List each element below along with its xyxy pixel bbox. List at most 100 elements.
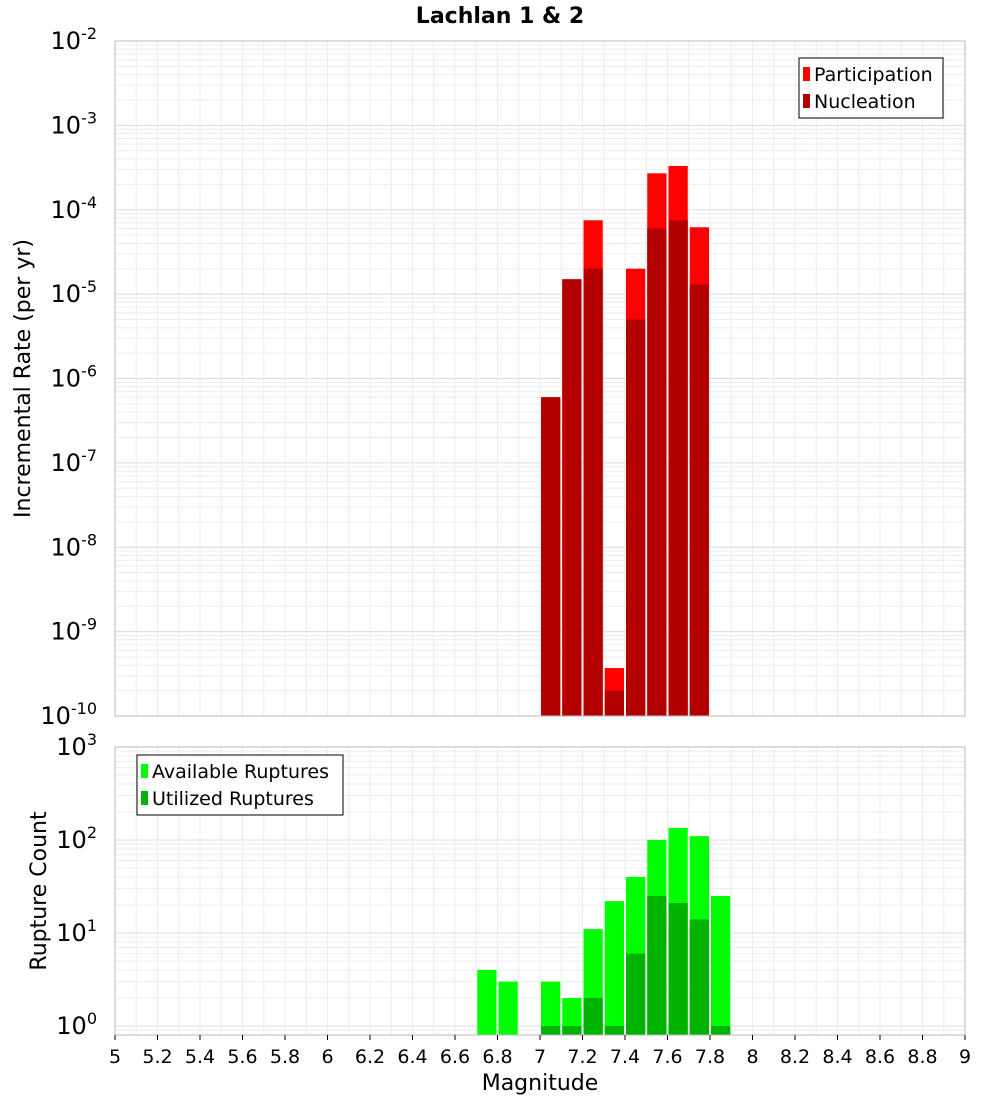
grid <box>114 40 966 717</box>
x-tick-label: 7.8 <box>695 1046 725 1068</box>
legend-swatch <box>803 67 810 81</box>
x-tick-label: 5 <box>109 1046 121 1068</box>
legend-box <box>136 754 344 816</box>
x-tick-label: 6.4 <box>397 1046 427 1068</box>
legend-swatch <box>141 764 148 778</box>
x-tick-label: 5.6 <box>227 1046 257 1068</box>
y-tick-label: 100 <box>56 1009 97 1040</box>
bar-utilized-ruptures <box>689 919 709 1035</box>
y-tick-base: 10 <box>40 702 71 730</box>
x-tick-label: 9 <box>959 1046 971 1068</box>
y-tick-label: 10-8 <box>51 530 98 561</box>
y-tick-label: 10-9 <box>51 615 98 646</box>
y-tick-base: 10 <box>56 1012 87 1040</box>
x-tick-labels: 5 5.2 5.4 5.6 5.8 6 6.2 6.4 6.6 6.8 7 7.2 7.4 7.6 7.8 8… <box>109 1035 971 1068</box>
bar-nucleation <box>604 690 624 716</box>
bar-nucleation <box>583 268 603 716</box>
legend: Available Ruptures Utilized Ruptures <box>136 754 344 816</box>
y-axis-label: Incremental Rate (per yr) <box>11 239 36 518</box>
x-tick-label: 6.2 <box>355 1046 385 1068</box>
legend: Participation Nucleation <box>798 57 944 119</box>
x-tick-label: 8.6 <box>865 1046 895 1068</box>
bar-utilized-ruptures <box>541 1025 561 1035</box>
legend-label: Utilized Ruptures <box>152 788 314 810</box>
y-tick-exponent: -5 <box>81 277 97 296</box>
y-tick-base: 10 <box>51 280 82 308</box>
bars <box>477 827 731 1035</box>
bar-nucleation <box>541 397 561 716</box>
bar-available-ruptures <box>498 981 518 1035</box>
y-tick-label: 10-6 <box>51 362 98 393</box>
x-tick-label: 5.4 <box>185 1046 215 1068</box>
legend-swatch <box>141 791 148 805</box>
plot-frame <box>114 40 966 717</box>
bar-nucleation <box>689 284 709 716</box>
y-tick-label: 101 <box>56 916 97 947</box>
bar-utilized-ruptures <box>604 1025 624 1035</box>
x-tick-label: 7 <box>534 1046 546 1068</box>
y-tick-label: 102 <box>56 823 97 854</box>
x-tick-label: 5.2 <box>142 1046 172 1068</box>
legend-box <box>798 57 944 119</box>
y-tick-base: 10 <box>51 196 82 224</box>
y-tick-exponent: 2 <box>87 823 97 842</box>
y-tick-exponent: -2 <box>81 24 97 43</box>
x-axis-label: Magnitude <box>482 1071 599 1096</box>
y-tick-exponent: -10 <box>71 699 97 718</box>
y-tick-exponent: -8 <box>81 530 97 549</box>
y-tick-exponent: 3 <box>87 730 97 749</box>
y-axis-label: Rupture Count <box>27 811 52 971</box>
legend-label: Nucleation <box>814 91 916 113</box>
bar-available-ruptures <box>477 969 497 1035</box>
bar-utilized-ruptures <box>562 1025 582 1035</box>
y-tick-label: 103 <box>56 730 97 761</box>
x-tick-label: 8.2 <box>780 1046 810 1068</box>
bars <box>541 166 709 717</box>
y-tick-base: 10 <box>51 618 82 646</box>
y-tick-exponent: 1 <box>87 916 97 935</box>
y-tick-exponent: -7 <box>81 446 97 465</box>
x-tick-label: 6.6 <box>440 1046 470 1068</box>
bar-utilized-ruptures <box>711 1025 731 1035</box>
y-tick-exponent: 0 <box>87 1009 97 1028</box>
x-tick-label: 8.4 <box>822 1046 852 1068</box>
y-tick-exponent: -4 <box>81 193 97 212</box>
y-tick-base: 10 <box>56 919 87 947</box>
rate-panel: 10-1010-910-810-710-610-510-410-310-2Inc… <box>11 24 966 730</box>
x-tick-label: 5.8 <box>270 1046 300 1068</box>
bar-available-ruptures <box>541 981 561 1035</box>
x-tick-label: 7.2 <box>567 1046 597 1068</box>
y-tick-base: 10 <box>56 733 87 761</box>
legend-label: Available Ruptures <box>152 761 329 783</box>
x-tick-label: 7.6 <box>652 1046 682 1068</box>
bar-nucleation <box>668 220 688 717</box>
bar-nucleation <box>626 319 646 716</box>
x-tick-label: 7.4 <box>610 1046 640 1068</box>
bar-available-ruptures <box>604 901 624 1035</box>
legend-swatch <box>803 94 810 108</box>
chart-title: Lachlan 1 & 2 <box>416 4 584 29</box>
y-tick-base: 10 <box>56 826 87 854</box>
x-tick-label: 8.8 <box>907 1046 937 1068</box>
y-tick-label: 10-3 <box>51 108 98 139</box>
bar-utilized-ruptures <box>583 997 603 1035</box>
bar-utilized-ruptures <box>626 953 646 1035</box>
y-tick-base: 10 <box>51 111 82 139</box>
y-tick-label: 10-7 <box>51 446 98 477</box>
y-tick-exponent: -9 <box>81 615 97 634</box>
y-tick-label: 10-5 <box>51 277 98 308</box>
bar-utilized-ruptures <box>647 895 667 1035</box>
bar-nucleation <box>562 279 582 716</box>
x-tick-label: 6.8 <box>482 1046 512 1068</box>
y-tick-base: 10 <box>51 449 82 477</box>
y-tick-base: 10 <box>51 533 82 561</box>
y-tick-label: 10-2 <box>51 24 98 55</box>
y-tick-label: 10-4 <box>51 193 98 224</box>
bar-nucleation <box>647 228 667 716</box>
bar-available-ruptures <box>711 895 731 1035</box>
